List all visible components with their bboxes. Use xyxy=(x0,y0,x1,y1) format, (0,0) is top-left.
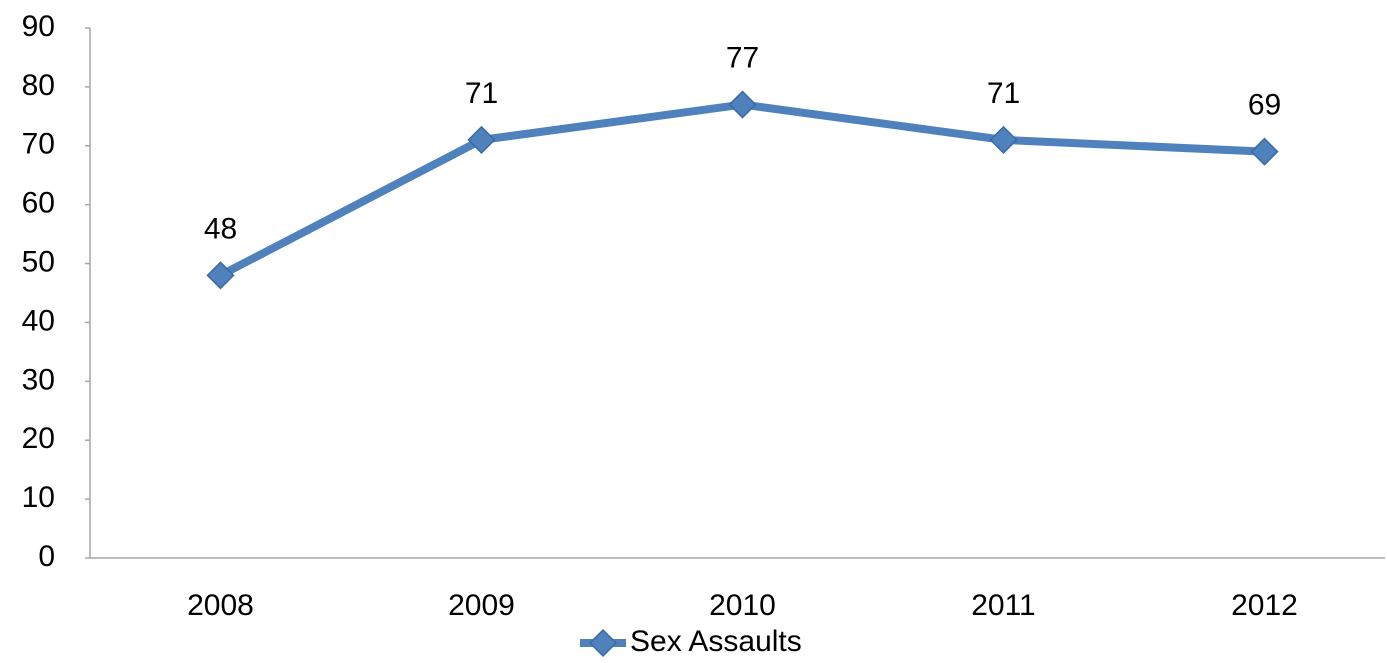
y-tick-label: 30 xyxy=(22,363,55,396)
y-tick-label: 90 xyxy=(22,10,55,43)
y-tick-label: 60 xyxy=(22,187,55,220)
legend-label: Sex Assaults xyxy=(630,625,802,658)
marker xyxy=(467,125,496,154)
data-label: 71 xyxy=(465,77,498,110)
y-tick-label: 10 xyxy=(22,481,55,514)
data-label: 71 xyxy=(987,77,1020,110)
data-label: 48 xyxy=(204,212,237,245)
data-label: 69 xyxy=(1248,89,1281,122)
y-tick-label: 70 xyxy=(22,128,55,161)
x-tick-label: 2008 xyxy=(187,589,254,622)
x-tick-label: 2010 xyxy=(709,589,776,622)
y-tick-label: 50 xyxy=(22,245,55,278)
y-tick-label: 80 xyxy=(22,69,55,102)
x-tick-label: 2009 xyxy=(448,589,515,622)
data-label: 77 xyxy=(726,41,759,74)
marker xyxy=(206,261,235,290)
line xyxy=(218,100,1265,279)
marker xyxy=(989,125,1018,154)
legend-marker xyxy=(588,628,618,658)
marker xyxy=(1250,137,1279,166)
y-tick-label: 40 xyxy=(22,304,55,337)
y-tick-label: 20 xyxy=(22,422,55,455)
marker xyxy=(728,90,757,119)
y-tick-label: 0 xyxy=(38,540,55,573)
x-tick-label: 2012 xyxy=(1231,589,1298,622)
x-tick-label: 2011 xyxy=(971,589,1036,622)
